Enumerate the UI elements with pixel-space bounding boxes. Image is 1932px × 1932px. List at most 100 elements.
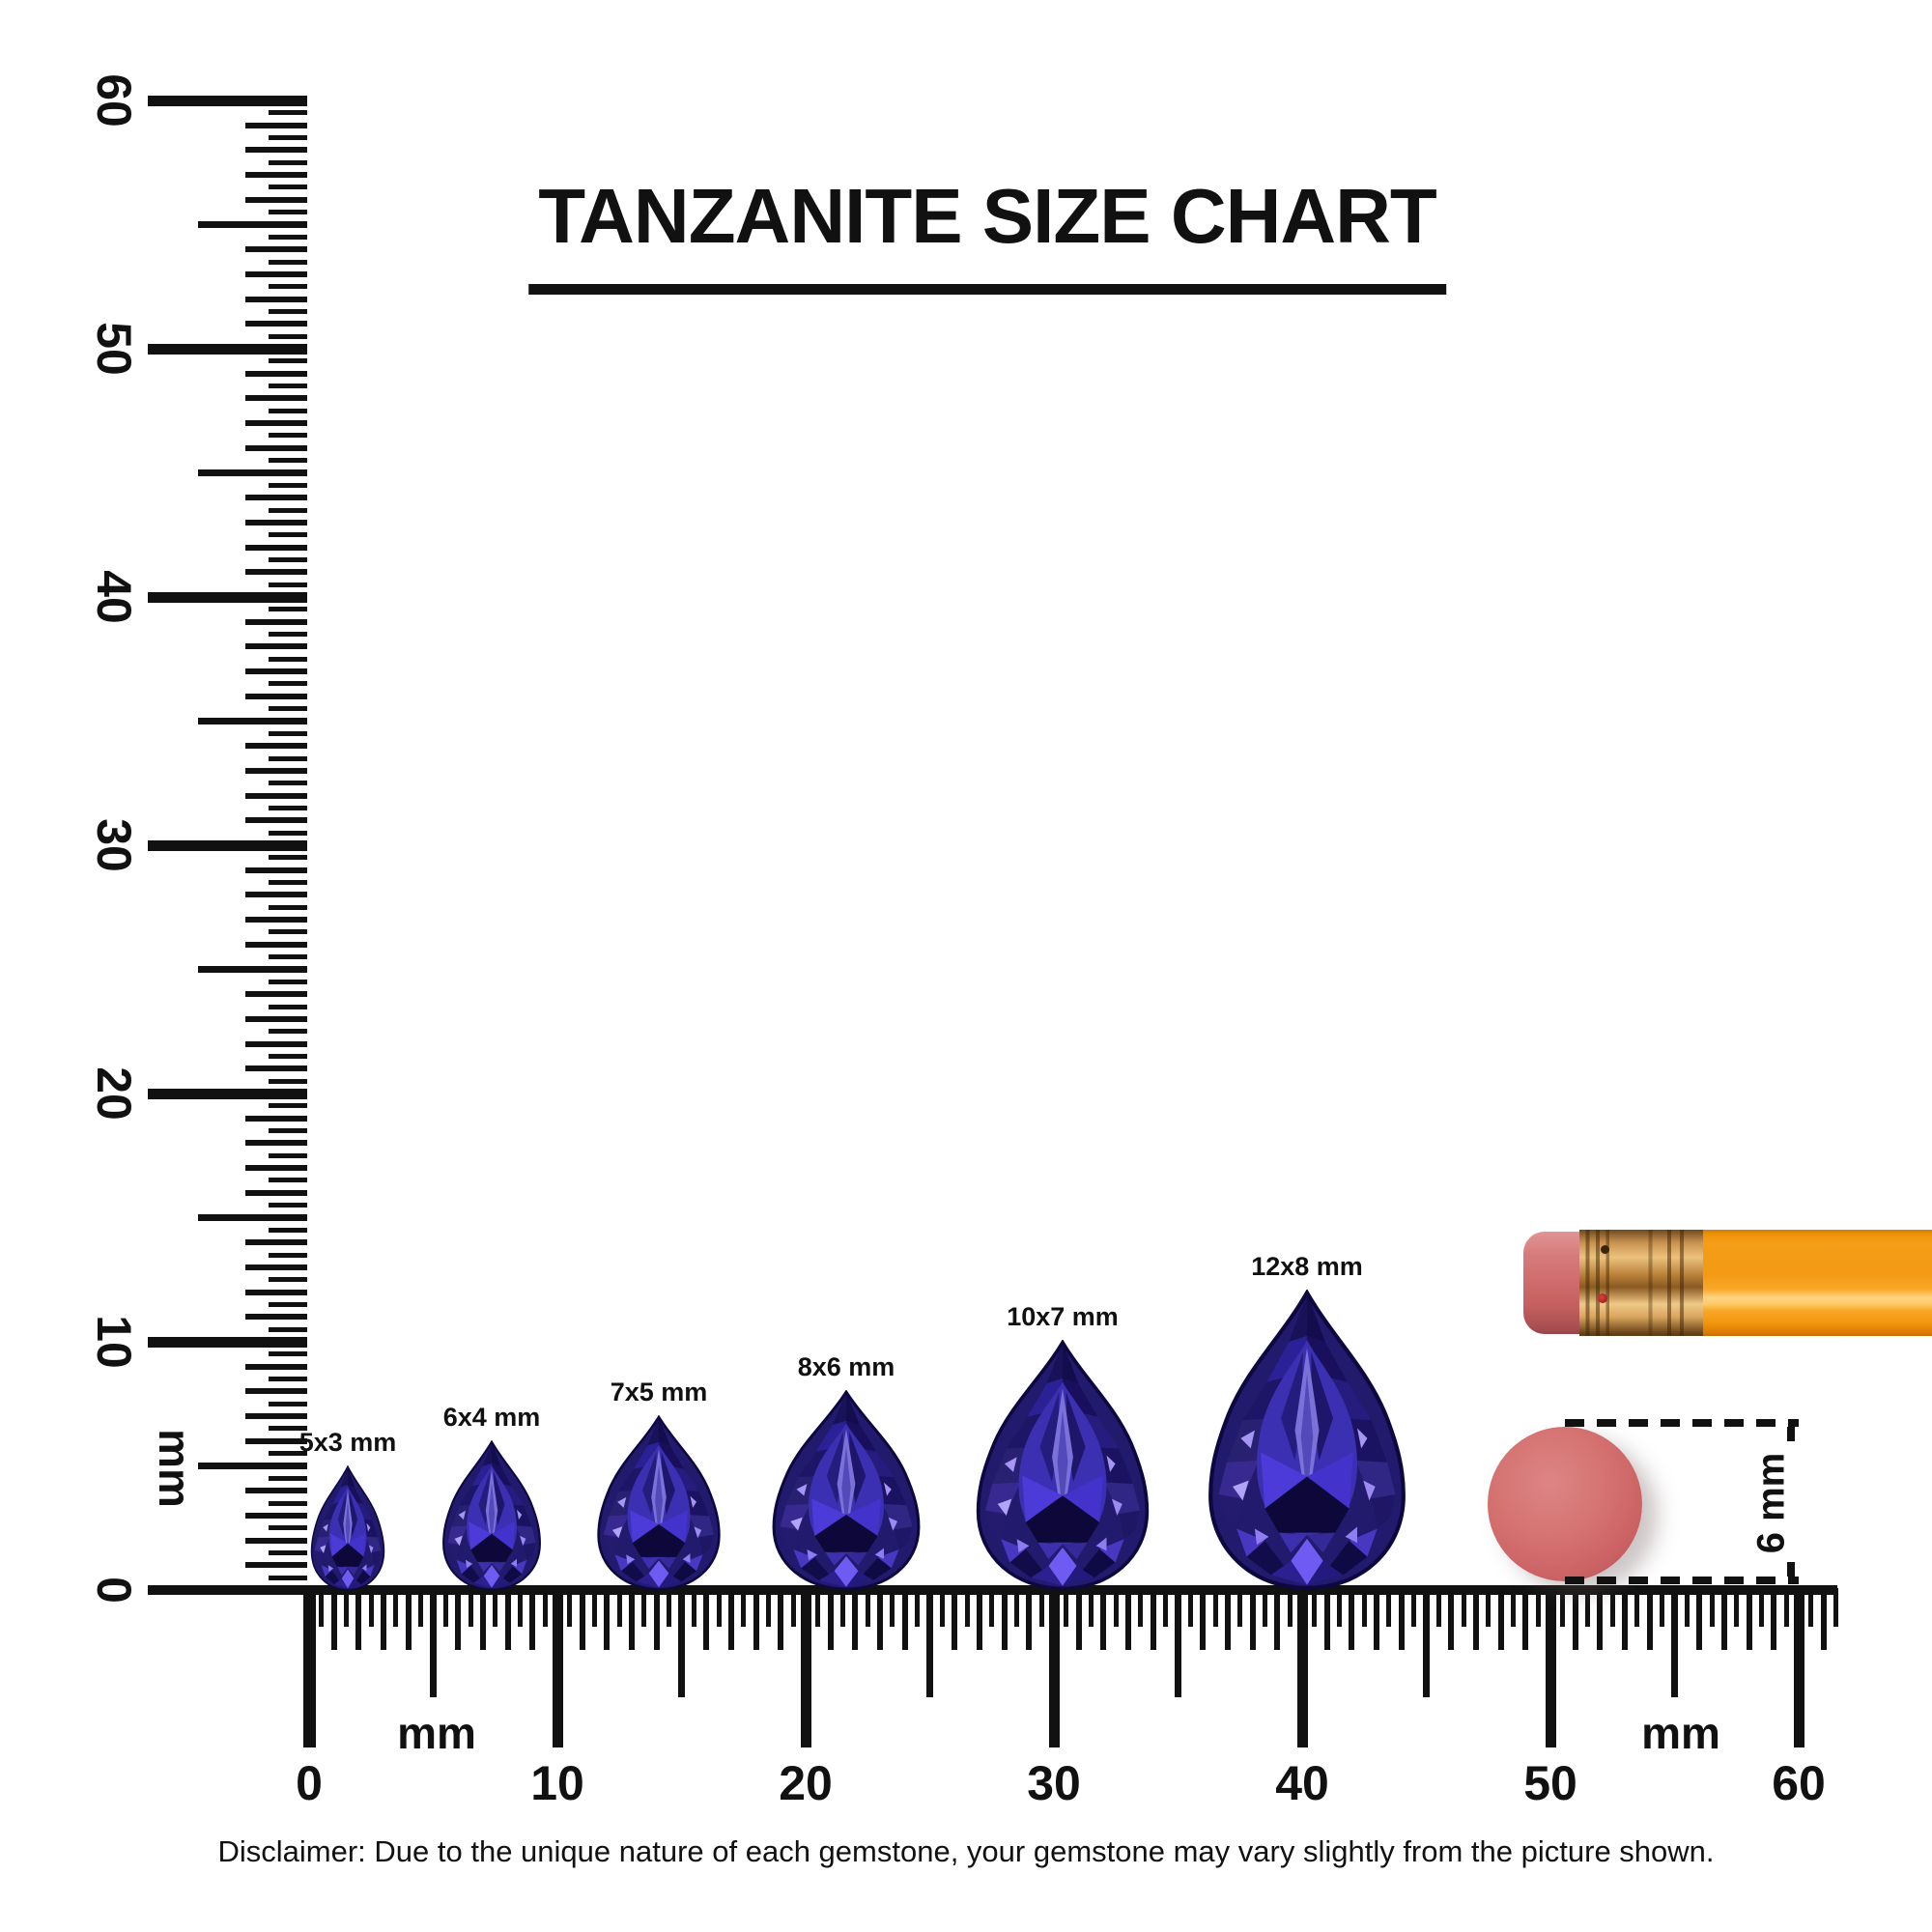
ruler-tick (245, 296, 307, 302)
ruler-tick (865, 1588, 870, 1627)
v-ruler-number: 20 (87, 1066, 141, 1121)
ruler-tick (269, 1078, 307, 1084)
ruler-tick (269, 904, 307, 910)
ruler-tick (269, 730, 307, 736)
ruler-tick (198, 966, 307, 973)
ruler-tick (269, 1326, 307, 1332)
ruler-tick (269, 1351, 307, 1357)
measure-dash-corner-top (1787, 1427, 1795, 1441)
ruler-tick (269, 210, 307, 215)
ruler-tick (269, 607, 307, 612)
ruler-tick (269, 159, 307, 165)
gem-size-label: 7x5 mm (610, 1378, 708, 1406)
ruler-tick (245, 1264, 307, 1270)
ruler-tick (269, 1178, 307, 1183)
ruler-tick (567, 1588, 573, 1627)
ruler-tick (1249, 1588, 1256, 1650)
ruler-tick (245, 1289, 307, 1295)
ruler-tick (269, 1103, 307, 1109)
ruler-tick (245, 892, 307, 898)
ruler-tick (1048, 1588, 1060, 1747)
ruler-tick (579, 1588, 585, 1650)
ruler-tick (269, 556, 307, 562)
ruler-tick (1287, 1588, 1293, 1627)
ruler-tick (245, 643, 307, 650)
ruler-tick (269, 308, 307, 314)
v-ruler-number: 40 (87, 570, 141, 624)
ruler-tick (245, 1437, 307, 1444)
ruler-tick (517, 1588, 523, 1627)
ruler-tick (1472, 1588, 1479, 1650)
ruler-tick (741, 1588, 747, 1627)
ruler-tick (952, 1588, 958, 1650)
ruler-tick (877, 1588, 884, 1650)
ruler-tick (1274, 1588, 1281, 1650)
ruler-tick (1001, 1588, 1008, 1650)
ruler-tick (269, 532, 307, 538)
ruler-tick (1038, 1588, 1044, 1627)
ruler-tick (1560, 1588, 1566, 1627)
ruler-tick (1746, 1588, 1752, 1650)
ruler-tick (1709, 1588, 1715, 1627)
ruler-tick (1398, 1588, 1405, 1650)
ruler-tick (269, 830, 307, 836)
ruler-tick (1758, 1588, 1764, 1627)
h-ruler-number: 0 (296, 1756, 323, 1810)
disclaimer-text: Disclaimer: Due to the unique nature of … (217, 1834, 1715, 1868)
v-ruler-number: 30 (87, 818, 141, 872)
ruler-tick (245, 172, 307, 179)
ruler-tick (269, 507, 307, 513)
v-ruler-number: 50 (87, 322, 141, 376)
ruler-tick (269, 284, 307, 290)
ruler-tick (765, 1588, 771, 1627)
ruler-tick (727, 1588, 734, 1650)
ruler-tick (269, 259, 307, 265)
ruler-tick (964, 1588, 970, 1627)
ruler-tick (1150, 1588, 1156, 1650)
ruler-tick (269, 358, 307, 364)
ruler-tick (800, 1588, 811, 1747)
ruler-tick (1461, 1588, 1466, 1627)
measure-dash-corner-bottom (1787, 1562, 1795, 1577)
ruler-tick (245, 767, 307, 774)
ruler-tick (890, 1588, 895, 1627)
ruler-tick (269, 1401, 307, 1406)
ruler-tick (245, 1239, 307, 1246)
ruler-tick (245, 246, 307, 253)
ruler-tick (245, 420, 307, 427)
ruler-tick (355, 1588, 362, 1650)
h-ruler-number: 60 (1772, 1756, 1826, 1810)
h-ruler-unit-left: mm (397, 1708, 476, 1758)
ruler-tick (269, 1549, 307, 1555)
ruler-tick (1510, 1588, 1516, 1627)
ruler-tick (1696, 1588, 1703, 1650)
ruler-tick (678, 1588, 685, 1697)
ruler-tick (1237, 1588, 1243, 1627)
h-ruler-number: 50 (1523, 1756, 1577, 1810)
v-ruler-unit: mm (150, 1429, 200, 1508)
ruler-tick (753, 1588, 759, 1650)
ruler-tick (245, 1115, 307, 1122)
ruler-tick (269, 781, 307, 786)
ruler-tick (1793, 1588, 1804, 1747)
ruler-tick (629, 1588, 636, 1650)
ruler-tick (269, 384, 307, 389)
ruler-tick (245, 817, 307, 824)
gem-illustration (442, 1440, 541, 1591)
ruler-tick (269, 1451, 307, 1457)
ruler-tick (269, 929, 307, 935)
ruler-tick (1138, 1588, 1144, 1627)
ruler-tick (269, 1152, 307, 1158)
ruler-tick (245, 1065, 307, 1072)
ruler-tick (245, 1140, 307, 1147)
ruler-tick (1075, 1588, 1082, 1650)
ruler-tick (381, 1588, 387, 1650)
ruler-tick (1125, 1588, 1132, 1650)
ruler-tick (245, 321, 307, 327)
ruler-tick (1820, 1588, 1827, 1650)
eraser-top-view (1488, 1427, 1642, 1581)
ruler-tick (1535, 1588, 1541, 1627)
gem-size-label: 12x8 mm (1251, 1252, 1363, 1281)
ruler-tick (1609, 1588, 1615, 1627)
ruler-tick (616, 1588, 622, 1627)
